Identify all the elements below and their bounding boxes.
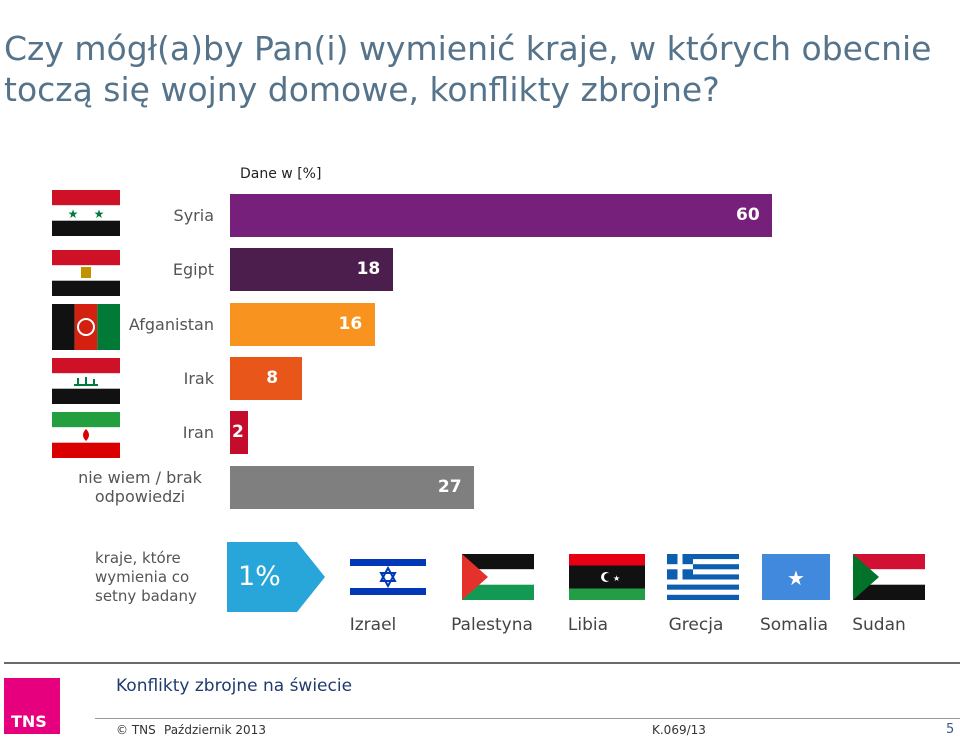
egypt-flag-icon <box>52 250 120 296</box>
country-label-izrael: Izrael <box>349 615 397 635</box>
category-label: Syria <box>173 206 214 225</box>
category-label: Afganistan <box>128 315 214 334</box>
page-title: Czy mógł(a)by Pan(i) wymienić kraje, w k… <box>4 29 932 109</box>
somalia-flag-icon: ★ <box>762 554 830 600</box>
bar-nie-wiem-brak-odpowiedzi <box>230 466 474 509</box>
page-number: 5 <box>946 722 955 737</box>
footer-code: K.069/13 <box>652 723 706 737</box>
category-label: Iran <box>182 423 214 442</box>
bar-value-label: 2 <box>232 422 244 442</box>
category-label: Egipt <box>172 260 214 279</box>
libya-flag-icon: ★ <box>569 554 645 600</box>
syria-flag-icon: ★ ★ <box>52 190 120 236</box>
footer-title: Konflikty zbrojne na świecie <box>116 676 353 696</box>
svg-text:★: ★ <box>613 574 620 583</box>
country-label-palestyna: Palestyna <box>451 615 533 635</box>
unit-label: Dane w [%] <box>240 166 322 182</box>
svg-text:★: ★ <box>787 566 805 590</box>
extra-countries-label: kraje, które wymienia co setny badany <box>95 549 197 605</box>
bar-iran <box>230 411 249 454</box>
arrow-shape-icon <box>227 542 325 612</box>
bar-irak <box>230 357 303 400</box>
sudan-flag-icon <box>853 554 925 600</box>
iraq-flag-icon <box>52 358 120 404</box>
bar-value-label: 8 <box>266 368 279 388</box>
bar-value-label: 60 <box>736 205 760 225</box>
footer-date: Październik 2013 <box>164 723 266 737</box>
country-label-libia: Libia <box>567 615 609 635</box>
category-label: Irak <box>183 369 214 388</box>
country-label-grecja: Grecja <box>668 615 724 635</box>
footer-divider-thin <box>95 718 960 719</box>
palestine-flag-icon <box>462 554 534 600</box>
greece-flag-icon <box>667 554 739 600</box>
bar-value-label: 27 <box>437 477 462 497</box>
afghanistan-flag-icon <box>52 304 120 350</box>
bar-egipt <box>230 248 393 291</box>
category-label: nie wiem / brak odpowiedzi <box>78 468 202 506</box>
bar-syria <box>230 194 772 237</box>
iran-flag-icon <box>52 412 120 458</box>
footer-copyright: © TNS <box>116 723 156 737</box>
svg-text:★: ★ <box>68 207 79 221</box>
israel-flag-icon <box>350 554 426 600</box>
extra-percentage: 1% <box>238 561 281 592</box>
country-label-somalia: Somalia <box>759 615 829 635</box>
country-label-sudan: Sudan <box>852 615 906 635</box>
bar-value-label: 18 <box>356 259 381 279</box>
tns-logo-text: TNS <box>11 712 47 731</box>
footer-divider <box>4 662 960 664</box>
tns-logo: TNS <box>4 678 60 734</box>
bar-afganistan <box>230 303 375 346</box>
svg-text:★: ★ <box>94 207 105 221</box>
bar-value-label: 16 <box>338 314 363 334</box>
